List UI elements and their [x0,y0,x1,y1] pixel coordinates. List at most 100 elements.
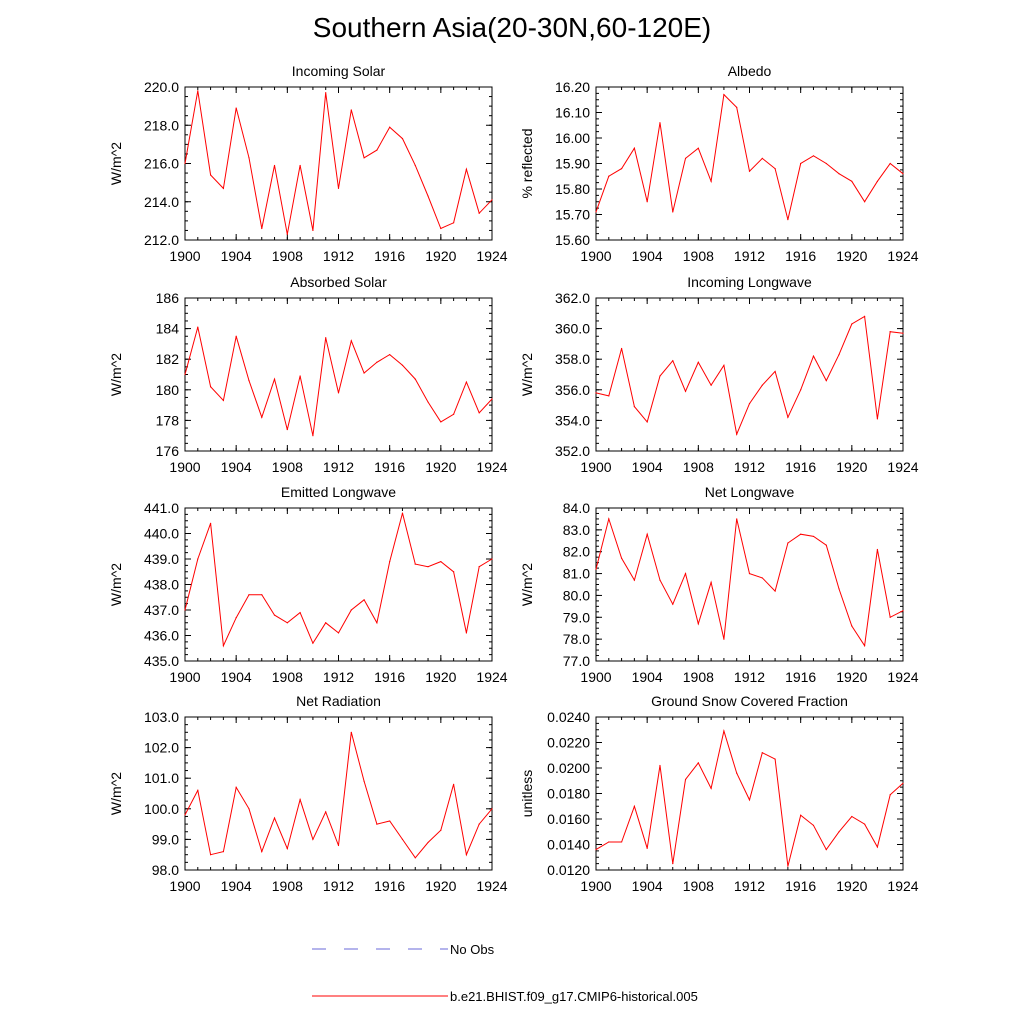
data-point [748,170,751,172]
data-point [838,831,840,833]
x-tick-label: 1916 [785,669,816,685]
data-point [453,413,455,415]
data-point [633,579,635,581]
data-point [825,162,827,165]
data-point [299,164,301,167]
data-point [363,372,365,374]
data-point [736,433,738,435]
data-point [325,337,327,339]
legend-model-label: b.e21.BHIST.f09_g17.CMIP6-historical.005 [450,989,698,1004]
plot-frame [184,507,493,662]
data-point [465,632,468,634]
x-tick-label: 1912 [734,248,765,264]
data-point [337,844,340,847]
data-point [273,614,276,616]
panel-title: Absorbed Solar [290,274,387,290]
data-point [184,162,186,165]
data-point [620,557,623,559]
data-point [595,849,597,851]
chart-panel-4: 435.0 436.0 437.0 438.0 439.0 440.0 441.0 1900 1… [108,484,508,685]
x-tick-label: 1916 [785,878,816,894]
data-point [376,149,378,151]
x-tick-label: 1920 [425,459,456,475]
y-axis-label: W/m^2 [108,772,124,815]
y-tick-label: 102.0 [144,740,179,756]
x-tick-label: 1912 [323,248,354,264]
y-tick-label: 98.0 [152,862,179,878]
data-point [184,373,186,376]
data-point [209,174,212,176]
data-point [800,162,802,165]
x-tick-label: 1924 [476,878,507,894]
y-tick-label: 439.0 [144,551,179,567]
data-point [595,392,597,394]
data-point [748,572,751,575]
data-point [595,568,597,570]
data-point [851,180,853,182]
data-point [197,789,199,792]
series-line [595,315,904,436]
x-tick-label: 1900 [169,248,200,264]
data-point [620,347,623,350]
data-point [261,594,263,596]
data-point [312,838,314,841]
data-point [659,764,661,767]
chart-panel-0: 212.0 214.0 216.0 218.0 220.0 1900 1904 1908 191… [108,63,508,264]
data-point [209,522,212,524]
data-point [876,548,879,551]
x-tick-label: 1900 [580,248,611,264]
data-point [812,355,815,357]
y-tick-label: 79.0 [563,609,590,625]
data-point [325,92,327,94]
data-point [209,854,212,856]
data-point [299,375,301,377]
x-tick-label: 1920 [425,669,456,685]
y-tick-label: 0.0120 [547,862,590,878]
x-tick-label: 1904 [221,248,252,264]
data-point [633,406,635,408]
y-tick-label: 78.0 [563,631,590,647]
data-point [812,824,815,826]
x-tick-label: 1900 [580,878,611,894]
x-tick-label: 1924 [476,248,507,264]
data-point [197,90,199,92]
data-point [748,799,751,801]
data-point [876,180,879,182]
series-line [595,729,904,867]
x-tick-label: 1920 [836,878,867,894]
data-point [478,566,480,568]
data-point [209,386,212,388]
series-line [184,326,493,436]
data-point [261,416,263,418]
data-point [787,542,789,544]
data-point [825,849,827,851]
y-tick-label: 360.0 [555,321,590,337]
panel-title: Ground Snow Covered Fraction [651,693,848,709]
data-point [787,219,789,221]
data-point [774,370,776,373]
data-point [864,201,866,203]
x-tick-label: 1916 [374,248,405,264]
data-point [453,222,455,224]
data-point [414,563,416,565]
data-point [697,762,699,764]
panel-title: Incoming Longwave [687,274,812,290]
data-point [684,778,687,781]
y-tick-label: 362.0 [555,290,590,306]
x-tick-label: 1904 [632,459,663,475]
data-point [286,847,288,850]
data-point [376,361,378,363]
data-point [659,122,661,124]
y-tick-label: 15.80 [555,181,590,197]
y-tick-label: 82.0 [563,544,590,560]
y-tick-label: 99.0 [152,831,179,847]
plot-frame [595,86,904,241]
y-tick-label: 436.0 [144,628,179,644]
data-point [491,398,493,400]
data-point [184,609,186,611]
legend: No Obs b.e21.BHIST.f09_g17.CMIP6-histori… [312,942,698,1004]
y-tick-label: 180 [156,382,180,398]
data-point [465,854,468,856]
x-tick-label: 1904 [221,878,252,894]
